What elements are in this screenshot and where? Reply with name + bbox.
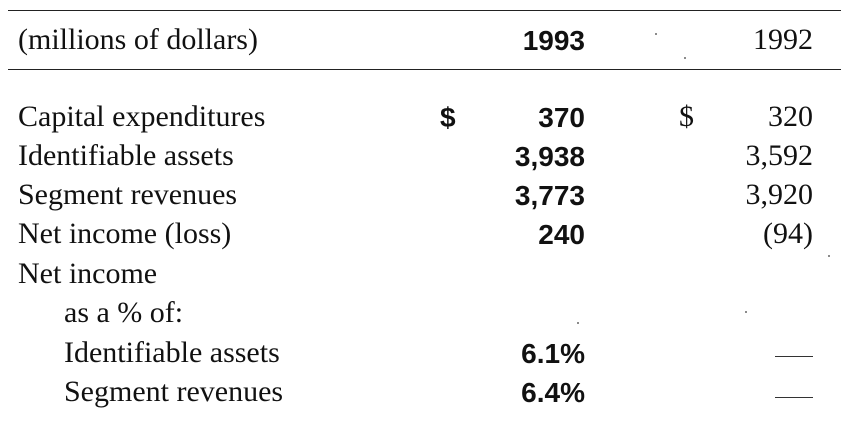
ratio-1992-segment-revenues [775,397,813,398]
column-header-1992: 1992 [753,23,813,56]
section-label-as-a-percent-of: as a % of: [64,296,184,329]
row-label-capital-expenditures: Capital expenditures [18,100,266,133]
row-label-identifiable-assets: Identifiable assets [18,139,234,172]
row-label-net-income-loss: Net income (loss) [18,217,232,250]
ratio-1992-identifiable-assets [775,356,813,357]
currency-symbol-1993: $ [440,102,456,133]
header-rule [8,69,841,70]
value-1993-net-income-loss: 240 [538,219,585,250]
section-label-net-income: Net income [18,257,158,290]
column-header-1993: 1993 [522,25,585,56]
column-header-label: (millions of dollars) [18,23,258,56]
scan-speck [655,33,657,35]
value-1992-segment-revenues: 3,920 [745,178,814,211]
scan-speck [577,322,579,324]
ratio-label-identifiable-assets: Identifiable assets [64,336,280,369]
value-1992-net-income-loss: (94) [763,217,813,250]
ratio-1993-identifiable-assets: 6.1% [521,338,585,369]
value-1992-capital-expenditures: 320 [768,100,813,133]
scan-speck [828,255,830,257]
row-label-segment-revenues: Segment revenues [18,178,238,211]
currency-symbol-1992: $ [679,100,694,133]
value-1992-identifiable-assets: 3,592 [745,139,814,172]
top-rule [8,10,841,11]
ratio-label-segment-revenues: Segment revenues [64,375,284,408]
value-1993-identifiable-assets: 3,938 [514,141,585,172]
value-1993-capital-expenditures: 370 [538,102,585,133]
value-1993-segment-revenues: 3,773 [514,180,585,211]
ratio-1993-segment-revenues: 6.4% [521,377,585,408]
scan-speck [684,57,686,59]
scan-speck [745,311,747,313]
